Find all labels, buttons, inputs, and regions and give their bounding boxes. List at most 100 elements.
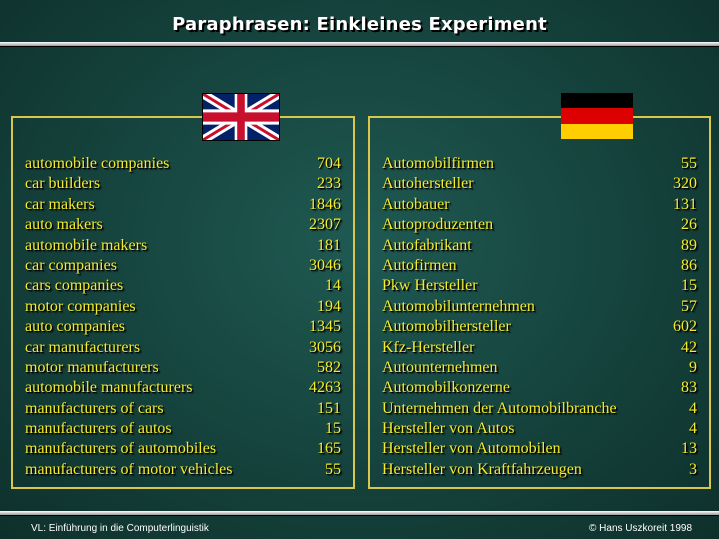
list-item: auto makers 2307 <box>25 215 341 235</box>
count-value: 1846 <box>309 195 341 213</box>
count-value: 3056 <box>309 338 341 356</box>
term-label: automobile makers <box>25 236 148 254</box>
count-value: 704 <box>317 155 341 172</box>
term-label: Autofirmen <box>382 256 457 274</box>
term-label: Unternehmen der Automobilbranche <box>382 399 617 417</box>
list-item: Autohersteller 320 <box>382 174 697 194</box>
term-label: cars companies <box>25 277 124 295</box>
count-value: 42 <box>681 338 697 356</box>
term-label: car manufacturers <box>25 338 141 356</box>
term-label: Autohersteller <box>382 175 474 193</box>
term-label: auto companies <box>25 318 125 336</box>
term-label: automobile manufacturers <box>25 379 193 397</box>
term-label: Hersteller von Automobilen <box>382 440 561 458</box>
count-value: 89 <box>681 236 697 254</box>
term-label: Autounternehmen <box>382 358 498 376</box>
list-item: automobile makers 181 <box>25 236 341 256</box>
list-item: manufacturers of autos 15 <box>25 419 341 439</box>
list-item: Automobilfirmen 55 <box>382 154 697 174</box>
count-value: 582 <box>317 358 341 376</box>
list-item: Autounternehmen 9 <box>382 358 697 378</box>
list-item: motor manufacturers 582 <box>25 358 341 378</box>
list-item: Automobilunternehmen 57 <box>382 297 697 317</box>
german-panel: Automobilfirmen 55 Autohersteller 320 Auto… <box>368 116 711 489</box>
count-value: 14 <box>325 277 341 295</box>
count-value: 4 <box>689 399 697 417</box>
list-item: manufacturers of motor vehicles 55 <box>25 460 341 480</box>
term-label: motor manufacturers <box>25 358 159 376</box>
footer-course: VL: Einführung in die Computerlinguistik <box>31 523 209 534</box>
list-item: cars companies 14 <box>25 276 341 296</box>
list-item: car companies 3046 <box>25 256 341 276</box>
count-value: 83 <box>681 379 697 397</box>
list-item: Autofabrikant 89 <box>382 236 697 256</box>
count-value: 2307 <box>309 216 341 234</box>
list-item: car manufacturers 3056 <box>25 338 341 358</box>
list-item: car builders 233 <box>25 174 341 194</box>
uk-flag-icon <box>201 89 281 145</box>
top-divider <box>0 42 719 46</box>
term-label: manufacturers of autos <box>25 420 172 438</box>
count-value: 57 <box>681 297 697 315</box>
count-value: 55 <box>325 460 341 478</box>
count-value: 1345 <box>309 318 341 336</box>
count-value: 15 <box>325 420 341 438</box>
count-value: 194 <box>317 297 341 315</box>
count-value: 165 <box>317 440 341 458</box>
term-label: Autobauer <box>382 195 450 213</box>
list-item: car makers 1846 <box>25 195 341 215</box>
list-item: Autoproduzenten 26 <box>382 215 697 235</box>
count-value: 131 <box>673 195 697 213</box>
term-label: Hersteller von Autos <box>382 420 515 438</box>
term-label: car companies <box>25 256 117 274</box>
term-label: Automobilhersteller <box>382 318 511 336</box>
term-label: automobile companies <box>25 155 170 172</box>
list-item: auto companies 1345 <box>25 317 341 337</box>
count-value: 15 <box>681 277 697 295</box>
count-value: 3 <box>689 460 697 478</box>
count-value: 602 <box>673 318 697 336</box>
german-flag-icon <box>561 93 633 139</box>
count-value: 86 <box>681 256 697 274</box>
count-value: 233 <box>317 175 341 193</box>
bottom-divider <box>0 511 719 515</box>
list-item: automobile companies 704 <box>25 154 341 174</box>
count-value: 26 <box>681 216 697 234</box>
list-item: Unternehmen der Automobilbranche 4 <box>382 399 697 419</box>
list-item: Hersteller von Automobilen 13 <box>382 439 697 459</box>
count-value: 320 <box>673 175 697 193</box>
term-label: Automobilunternehmen <box>382 297 535 315</box>
count-value: 4 <box>689 420 697 438</box>
term-label: motor companies <box>25 297 136 315</box>
list-item: Automobilkonzerne 83 <box>382 378 697 398</box>
term-label: Pkw Hersteller <box>382 277 478 295</box>
count-value: 55 <box>681 155 697 172</box>
english-list: automobile companies 704 car builders 233 … <box>25 154 341 480</box>
count-value: 181 <box>317 236 341 254</box>
list-item: manufacturers of automobiles 165 <box>25 439 341 459</box>
term-label: Hersteller von Kraftfahrzeugen <box>382 460 582 478</box>
term-label: auto makers <box>25 216 103 234</box>
count-value: 3046 <box>309 256 341 274</box>
list-item: Kfz-Hersteller 42 <box>382 338 697 358</box>
count-value: 4263 <box>309 379 341 397</box>
term-label: Automobilfirmen <box>382 155 494 172</box>
count-value: 151 <box>317 399 341 417</box>
german-list: Automobilfirmen 55 Autohersteller 320 Auto… <box>382 154 697 480</box>
list-item: manufacturers of cars 151 <box>25 399 341 419</box>
term-label: manufacturers of cars <box>25 399 164 417</box>
term-label: car builders <box>25 175 101 193</box>
list-item: Hersteller von Kraftfahrzeugen 3 <box>382 460 697 480</box>
list-item: Automobilhersteller 602 <box>382 317 697 337</box>
slide-title: Paraphrasen: Einkleines Experiment <box>172 14 547 35</box>
footer-copyright: © Hans Uszkoreit 1998 <box>589 523 692 534</box>
list-item: Autofirmen 86 <box>382 256 697 276</box>
term-label: car makers <box>25 195 95 213</box>
list-item: Hersteller von Autos 4 <box>382 419 697 439</box>
list-item: Autobauer 131 <box>382 195 697 215</box>
list-item: automobile manufacturers 4263 <box>25 378 341 398</box>
english-panel: automobile companies 704 car builders 233 … <box>11 116 355 489</box>
term-label: manufacturers of motor vehicles <box>25 460 233 478</box>
term-label: Automobilkonzerne <box>382 379 510 397</box>
list-item: motor companies 194 <box>25 297 341 317</box>
